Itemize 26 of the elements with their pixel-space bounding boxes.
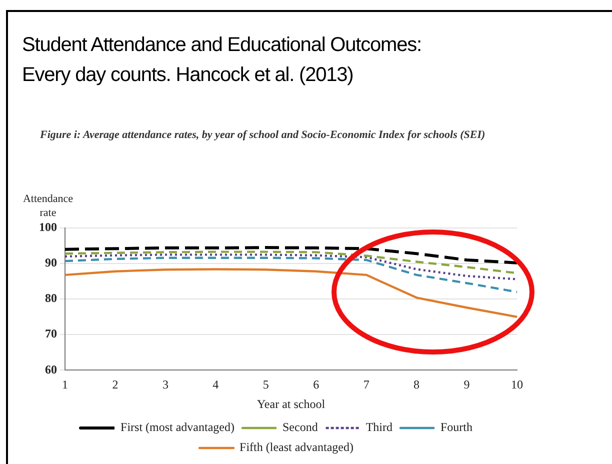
chart-subtitle: Figure i: Average attendance rates, by year of school and Socio-Economic Index for schools (SEI) [40, 128, 486, 143]
x-tick-label: 2 [112, 378, 118, 392]
x-tick-label: 8 [414, 378, 420, 392]
legend-label: Fourth [440, 420, 472, 434]
y-tick-label: 70 [45, 326, 57, 341]
x-tick-label: 4 [212, 378, 219, 392]
y-tick-label: 90 [45, 256, 57, 270]
x-tick-label: 1 [62, 378, 68, 392]
y-axis-title: Attendance rate [22, 192, 74, 220]
legend-label: Second [282, 420, 318, 434]
line-series [64, 246, 518, 264]
x-tick-label: 7 [363, 378, 370, 392]
y-tick-label: 100 [39, 220, 57, 234]
x-tick-label: 5 [262, 378, 269, 392]
legend-label: Fifth (least advantaged) [240, 440, 354, 454]
x-axis-title: Year at school [256, 396, 326, 411]
y-tick-label: 80 [45, 291, 57, 306]
x-tick-label: 6 [313, 378, 320, 392]
legend-label: First (most advantaged) [120, 420, 234, 434]
x-tick-label: 10 [511, 378, 523, 392]
chart-title: Student Attendance and Educational Outcomes: Every day counts. Hancock et al. (2013) [22, 33, 422, 88]
x-tick-label: 3 [162, 378, 168, 392]
legend-label: Third [366, 420, 392, 434]
x-tick-label: 9 [464, 378, 470, 392]
line-series [64, 256, 518, 294]
y-tick-label: 60 [45, 362, 57, 376]
